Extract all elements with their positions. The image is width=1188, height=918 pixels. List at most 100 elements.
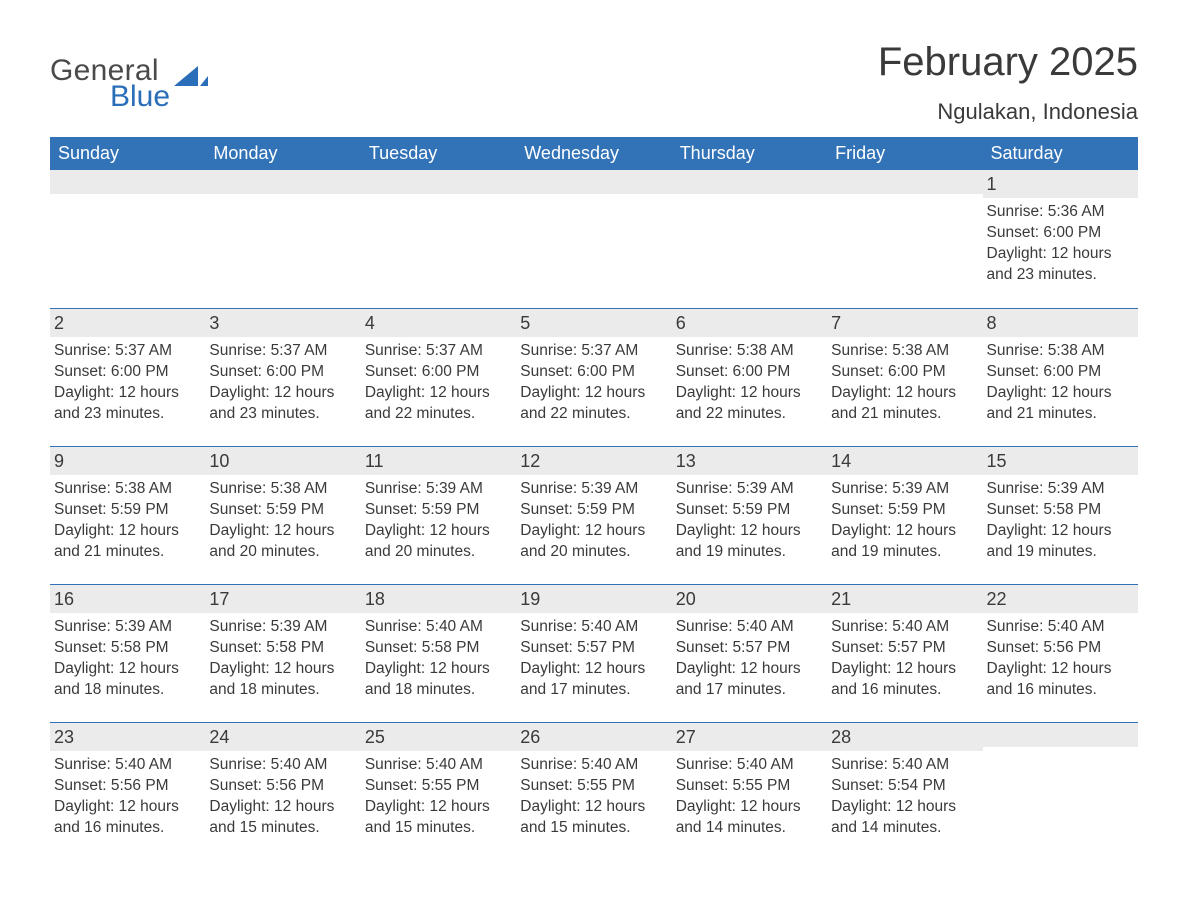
sunset-line: Sunset: 5:55 PM	[365, 776, 510, 797]
daylight-line: Daylight: 12 hours and 14 minutes.	[676, 797, 821, 839]
sunset-line: Sunset: 5:59 PM	[520, 500, 665, 521]
day-cell: 19Sunrise: 5:40 AMSunset: 5:57 PMDayligh…	[516, 585, 671, 722]
day-number	[827, 170, 982, 194]
sunset-line: Sunset: 5:58 PM	[54, 638, 199, 659]
day-cell: 17 Sunrise: 5:39 AMSunset: 5:58 PMDayligh…	[205, 585, 360, 722]
day-number: 17	[205, 585, 360, 613]
sunset-line: Sunset: 5:54 PM	[831, 776, 976, 797]
daylight-line: Daylight: 12 hours and 21 minutes.	[54, 521, 199, 563]
daylight-line: Daylight: 12 hours and 22 minutes.	[520, 383, 665, 425]
sunset-line: Sunset: 5:56 PM	[209, 776, 354, 797]
week-row: 2Sunrise: 5:37 AMSunset: 6:00 PMDaylight…	[50, 308, 1138, 446]
daylight-line: Daylight: 12 hours and 19 minutes.	[676, 521, 821, 563]
week-row: 23Sunrise: 5:40 AMSunset: 5:56 PMDayligh…	[50, 722, 1138, 860]
sunrise-line: Sunrise: 5:38 AM	[209, 479, 354, 500]
sunrise-line: Sunrise: 5:39 AM	[54, 617, 199, 638]
sunrise-line: Sunrise: 5:40 AM	[365, 617, 510, 638]
sunset-line: Sunset: 5:58 PM	[987, 500, 1132, 521]
day-number	[516, 170, 671, 194]
day-number	[983, 723, 1138, 747]
day-number: 6	[672, 309, 827, 337]
day-cell	[983, 723, 1138, 860]
day-number: 9	[50, 447, 205, 475]
sunset-line: Sunset: 6:00 PM	[676, 362, 821, 383]
day-cell: 12Sunrise: 5:39 AMSunset: 5:59 PMDayligh…	[516, 447, 671, 584]
brand-text: General Blue	[50, 56, 170, 112]
brand-word2: Blue	[110, 82, 170, 112]
day-number: 15	[983, 447, 1138, 475]
sunrise-line: Sunrise: 5:40 AM	[54, 755, 199, 776]
day-cell: 21Sunrise: 5:40 AMSunset: 5:57 PMDayligh…	[827, 585, 982, 722]
day-cell	[50, 170, 205, 308]
day-cell: 18Sunrise: 5:40 AMSunset: 5:58 PMDayligh…	[361, 585, 516, 722]
sunrise-line: Sunrise: 5:37 AM	[209, 341, 354, 362]
day-cell	[672, 170, 827, 308]
sunset-line: Sunset: 5:57 PM	[676, 638, 821, 659]
sunrise-line: Sunrise: 5:40 AM	[365, 755, 510, 776]
daylight-line: Daylight: 12 hours and 15 minutes.	[365, 797, 510, 839]
week-row: 16Sunrise: 5:39 AMSunset: 5:58 PMDayligh…	[50, 584, 1138, 722]
daylight-line: Daylight: 12 hours and 23 minutes.	[209, 383, 354, 425]
day-info: Sunrise: 5:40 AMSunset: 5:57 PMDaylight:…	[676, 617, 821, 701]
day-number	[205, 170, 360, 194]
day-cell: 27Sunrise: 5:40 AMSunset: 5:55 PMDayligh…	[672, 723, 827, 860]
sunset-line: Sunset: 6:00 PM	[987, 223, 1132, 244]
brand-logo: General Blue	[50, 40, 208, 112]
weekday-header: Tuesday	[361, 137, 516, 170]
day-cell: 25Sunrise: 5:40 AMSunset: 5:55 PMDayligh…	[361, 723, 516, 860]
day-cell: 5 Sunrise: 5:37 AMSunset: 6:00 PMDaylight…	[516, 309, 671, 446]
day-info: Sunrise: 5:36 AMSunset: 6:00 PMDaylight:…	[987, 202, 1132, 286]
day-number: 5	[516, 309, 671, 337]
weekday-header: Thursday	[672, 137, 827, 170]
day-cell: 14Sunrise: 5:39 AMSunset: 5:59 PMDayligh…	[827, 447, 982, 584]
weekday-header: Wednesday	[516, 137, 671, 170]
day-info: Sunrise: 5:37 AMSunset: 6:00 PMDaylight:…	[520, 341, 665, 425]
sunrise-line: Sunrise: 5:38 AM	[831, 341, 976, 362]
day-cell: 23Sunrise: 5:40 AMSunset: 5:56 PMDayligh…	[50, 723, 205, 860]
day-info: Sunrise: 5:38 AMSunset: 6:00 PMDaylight:…	[831, 341, 976, 425]
day-info: Sunrise: 5:39 AMSunset: 5:58 PMDaylight:…	[209, 617, 354, 701]
day-cell: 4Sunrise: 5:37 AMSunset: 6:00 PMDaylight…	[361, 309, 516, 446]
day-info: Sunrise: 5:40 AMSunset: 5:57 PMDaylight:…	[520, 617, 665, 701]
day-cell: 20Sunrise: 5:40 AMSunset: 5:57 PMDayligh…	[672, 585, 827, 722]
day-info: Sunrise: 5:37 AMSunset: 6:00 PMDaylight:…	[209, 341, 354, 425]
day-number: 1	[983, 170, 1138, 198]
sunrise-line: Sunrise: 5:39 AM	[676, 479, 821, 500]
day-cell	[516, 170, 671, 308]
day-number: 16	[50, 585, 205, 613]
sunrise-line: Sunrise: 5:40 AM	[987, 617, 1132, 638]
sunrise-line: Sunrise: 5:40 AM	[831, 755, 976, 776]
day-cell: 9 Sunrise: 5:38 AMSunset: 5:59 PMDaylight…	[50, 447, 205, 584]
day-cell: 7Sunrise: 5:38 AMSunset: 6:00 PMDaylight…	[827, 309, 982, 446]
day-cell	[205, 170, 360, 308]
daylight-line: Daylight: 12 hours and 20 minutes.	[520, 521, 665, 563]
sunset-line: Sunset: 6:00 PM	[209, 362, 354, 383]
day-info: Sunrise: 5:40 AMSunset: 5:56 PMDaylight:…	[209, 755, 354, 839]
day-info: Sunrise: 5:38 AMSunset: 5:59 PMDaylight:…	[54, 479, 199, 563]
weekday-header: Sunday	[50, 137, 205, 170]
sunrise-line: Sunrise: 5:39 AM	[831, 479, 976, 500]
sunrise-line: Sunrise: 5:39 AM	[209, 617, 354, 638]
sunrise-line: Sunrise: 5:39 AM	[365, 479, 510, 500]
month-title: February 2025	[878, 40, 1138, 85]
day-info: Sunrise: 5:37 AMSunset: 6:00 PMDaylight:…	[365, 341, 510, 425]
sunrise-line: Sunrise: 5:40 AM	[520, 755, 665, 776]
day-number: 21	[827, 585, 982, 613]
weekday-header: Monday	[205, 137, 360, 170]
weekday-header: Friday	[827, 137, 982, 170]
day-info: Sunrise: 5:39 AMSunset: 5:58 PMDaylight:…	[987, 479, 1132, 563]
sunset-line: Sunset: 6:00 PM	[520, 362, 665, 383]
day-number: 2	[50, 309, 205, 337]
sunrise-line: Sunrise: 5:40 AM	[676, 617, 821, 638]
daylight-line: Daylight: 12 hours and 23 minutes.	[987, 244, 1132, 286]
day-cell: 6 Sunrise: 5:38 AMSunset: 6:00 PMDaylight…	[672, 309, 827, 446]
sunset-line: Sunset: 5:56 PM	[987, 638, 1132, 659]
sunset-line: Sunset: 5:59 PM	[209, 500, 354, 521]
day-info: Sunrise: 5:38 AMSunset: 6:00 PMDaylight:…	[676, 341, 821, 425]
day-cell	[361, 170, 516, 308]
day-cell: 16Sunrise: 5:39 AMSunset: 5:58 PMDayligh…	[50, 585, 205, 722]
day-cell: 3Sunrise: 5:37 AMSunset: 6:00 PMDaylight…	[205, 309, 360, 446]
day-info: Sunrise: 5:38 AMSunset: 5:59 PMDaylight:…	[209, 479, 354, 563]
day-number	[672, 170, 827, 194]
day-cell: 10Sunrise: 5:38 AMSunset: 5:59 PMDayligh…	[205, 447, 360, 584]
